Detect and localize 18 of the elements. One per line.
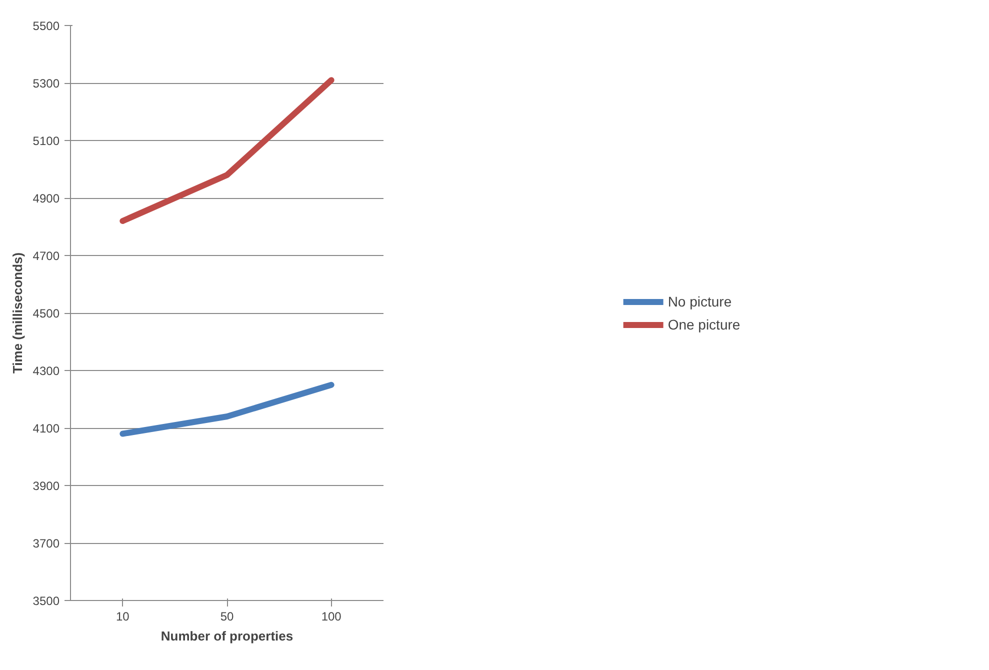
y-tick-label: 4500 [32,306,60,320]
y-tick-label: 4300 [32,364,60,378]
x-tick-label: 100 [321,610,342,624]
y-tick-label: 5300 [32,76,60,90]
y-tick-label: 4100 [32,422,60,436]
y-axis-title: Time (milliseconds) [10,252,25,374]
y-tick-label: 4900 [32,192,60,206]
x-tick-label: 10 [116,610,130,624]
y-tick-label: 3900 [32,479,60,493]
x-tick-label: 50 [220,610,234,624]
legend-label: One picture [668,316,740,332]
y-tick-label: 5500 [32,19,60,33]
y-tick-label: 5100 [32,134,60,148]
legend-label: No picture [668,293,732,309]
y-tick-label: 4700 [32,249,60,263]
x-axis-title: Number of properties [160,628,294,644]
y-tick-label: 3700 [32,536,60,550]
y-tick-label: 3500 [32,594,60,608]
